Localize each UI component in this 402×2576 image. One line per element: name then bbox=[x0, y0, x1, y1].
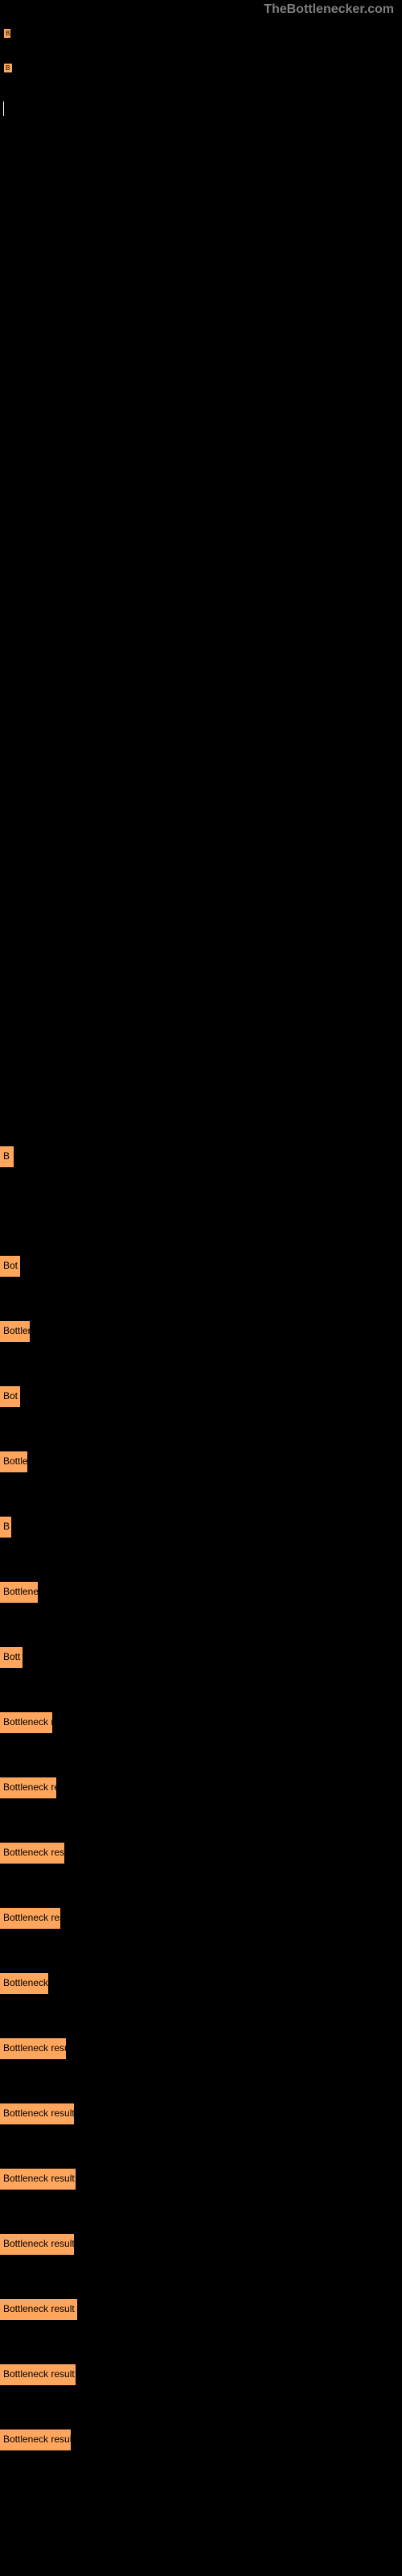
top-bar-2-label: B bbox=[6, 64, 10, 72]
bar-3: Bot bbox=[0, 1386, 20, 1407]
bars-section: B Bot Bottlen Bot Bottle B Bottlene Bott… bbox=[0, 1146, 402, 2454]
bar-1: Bot bbox=[0, 1256, 20, 1277]
bar-4: Bottle bbox=[0, 1451, 27, 1472]
bar-6: Bottlene bbox=[0, 1582, 38, 1603]
top-bar-2: B bbox=[3, 63, 13, 73]
top-bar-1: B bbox=[3, 28, 11, 39]
bar-17: Bottleneck result bbox=[0, 2299, 77, 2320]
bar-8: Bottleneck r bbox=[0, 1712, 52, 1733]
bar-19: Bottleneck resul bbox=[0, 2429, 71, 2450]
bar-13: Bottleneck resu bbox=[0, 2038, 66, 2059]
bar-7: Bott bbox=[0, 1647, 23, 1668]
bar-15: Bottleneck result bbox=[0, 2169, 76, 2190]
bar-5: B bbox=[0, 1517, 11, 1538]
bar-2: Bottlen bbox=[0, 1321, 30, 1342]
bar-18: Bottleneck result bbox=[0, 2364, 76, 2385]
watermark: TheBottlenecker.com bbox=[264, 2, 394, 17]
bar-9: Bottleneck re bbox=[0, 1777, 56, 1798]
top-bars-container: B B bbox=[3, 28, 402, 77]
bar-11: Bottleneck res bbox=[0, 1908, 60, 1929]
bar-10: Bottleneck resu bbox=[0, 1843, 64, 1864]
bar-0: B bbox=[0, 1146, 14, 1167]
top-bar-1-label: B bbox=[6, 30, 10, 37]
divider-line bbox=[3, 101, 402, 116]
bar-14: Bottleneck result bbox=[0, 2103, 74, 2124]
bar-12: Bottleneck bbox=[0, 1973, 48, 1994]
bar-16: Bottleneck result bbox=[0, 2234, 74, 2255]
